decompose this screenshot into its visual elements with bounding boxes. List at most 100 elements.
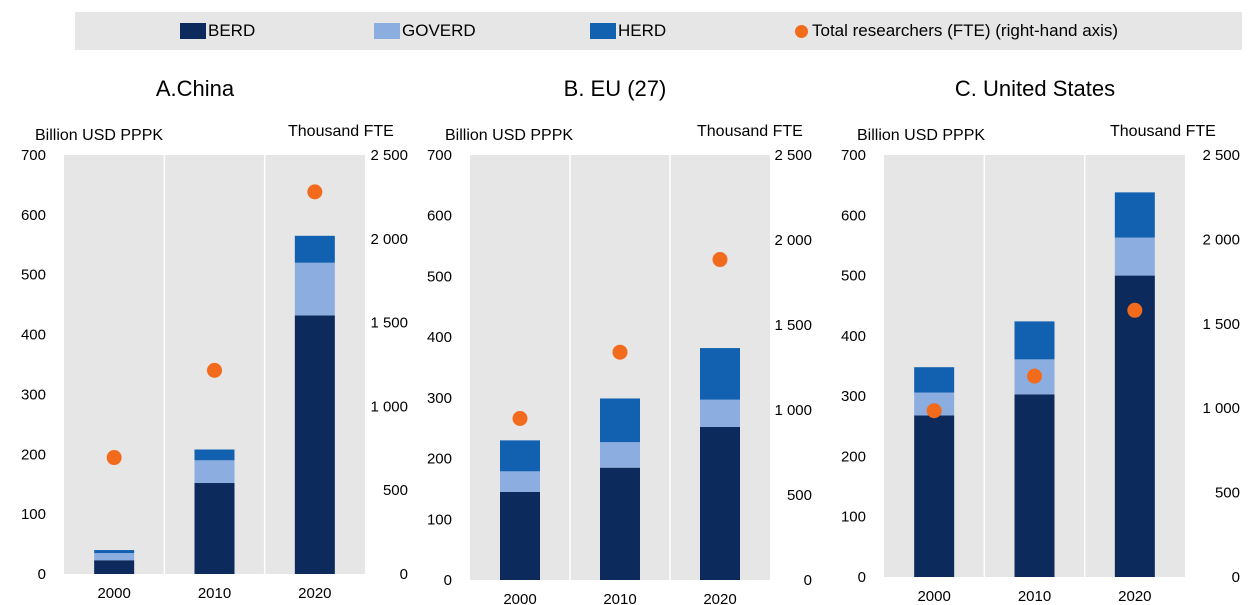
- left-tick-label: 600: [427, 208, 452, 225]
- right-tick-label: 2 000: [370, 231, 408, 248]
- bar-berd-2010: [194, 483, 235, 574]
- researchers-point-2010: [207, 362, 222, 378]
- bar-goverd-2010: [194, 460, 235, 484]
- left-tick-label: 300: [21, 386, 46, 403]
- left-tick-label: 500: [21, 267, 46, 284]
- right-tick-label: 1 000: [774, 402, 812, 419]
- bar-goverd-2000: [94, 553, 135, 561]
- x-tick-label: 2010: [603, 591, 636, 605]
- x-tick-label: 2020: [1118, 588, 1151, 605]
- legend-item-herd: HERD: [590, 12, 666, 50]
- bar-herd-2010: [194, 449, 235, 461]
- left-tick-label: 700: [427, 147, 452, 164]
- bar-berd-2020: [294, 315, 335, 574]
- right-tick-label: 2 500: [370, 147, 408, 164]
- bar-berd-2000: [500, 491, 540, 580]
- legend-label-herd: HERD: [618, 21, 667, 40]
- bar-herd-2010: [1014, 321, 1055, 360]
- right-tick-label: 2 500: [1202, 147, 1240, 164]
- x-tick-label: 2020: [703, 591, 736, 605]
- left-tick-label: 100: [21, 506, 46, 523]
- right-axis-label: Thousand FTE: [288, 123, 394, 140]
- researchers-point-2010: [612, 344, 628, 360]
- researchers-point-2020: [1127, 302, 1143, 318]
- right-tick-label: 0: [400, 566, 408, 583]
- left-tick-label: 300: [427, 390, 452, 407]
- legend-label-goverd: GOVERD: [402, 21, 476, 40]
- legend-item-goverd: GOVERD: [374, 12, 476, 50]
- left-tick-label: 700: [841, 147, 866, 164]
- panel-title: A.China: [156, 76, 235, 101]
- x-tick-label: 2010: [198, 585, 231, 602]
- researchers-point-2000: [512, 411, 528, 426]
- bar-herd-2000: [500, 440, 540, 472]
- left-tick-label: 0: [858, 569, 866, 586]
- left-axis-label: Billion USD PPPK: [445, 127, 573, 144]
- right-axis-label: Thousand FTE: [697, 123, 803, 140]
- legend-label-researchers: Total researchers (FTE) (right-hand axis…: [812, 21, 1119, 40]
- x-tick-label: 2000: [917, 588, 950, 605]
- left-tick-label: 400: [427, 329, 452, 346]
- right-tick-label: 2 000: [774, 232, 812, 249]
- left-tick-label: 300: [841, 388, 866, 405]
- bar-goverd-2020: [1114, 237, 1155, 276]
- bar-berd-2020: [700, 427, 740, 580]
- bar-berd-2010: [600, 467, 640, 580]
- left-axis-label: Billion USD PPPK: [857, 127, 985, 144]
- right-tick-label: 500: [787, 487, 812, 504]
- right-tick-label: 0: [804, 572, 812, 589]
- bar-herd-2020: [1114, 192, 1155, 238]
- left-axis-label: Billion USD PPPK: [35, 127, 163, 144]
- bar-berd-2020: [1114, 275, 1155, 577]
- bar-herd-2000: [914, 367, 955, 393]
- legend-swatch-herd: [590, 23, 616, 39]
- legend-item-berd: BERD: [180, 12, 255, 50]
- bar-berd-2010: [1014, 394, 1055, 577]
- left-tick-label: 200: [21, 446, 46, 463]
- right-tick-label: 1 500: [370, 315, 408, 332]
- x-tick-label: 2020: [298, 585, 331, 602]
- left-tick-label: 0: [444, 572, 452, 589]
- left-tick-label: 0: [38, 566, 46, 583]
- left-tick-label: 100: [841, 509, 866, 526]
- panel-title: C. United States: [955, 76, 1115, 101]
- x-tick-label: 2000: [97, 585, 130, 602]
- bar-herd-2010: [600, 398, 640, 443]
- bar-herd-2000: [94, 550, 135, 554]
- legend-marker-researchers: [795, 24, 808, 38]
- bar-berd-2000: [94, 560, 135, 574]
- right-tick-label: 1 000: [1202, 400, 1240, 417]
- legend-item-researchers: Total researchers (FTE) (right-hand axis…: [795, 12, 1118, 50]
- researchers-point-2000: [926, 403, 942, 419]
- legend-swatch-berd: [180, 23, 206, 39]
- left-tick-label: 600: [21, 207, 46, 224]
- right-tick-label: 0: [1232, 569, 1240, 586]
- left-tick-label: 700: [21, 147, 46, 164]
- left-tick-label: 500: [841, 268, 866, 285]
- chart-legend: BERD GOVERD HERD Total researchers (FTE)…: [75, 12, 1242, 50]
- left-tick-label: 200: [841, 448, 866, 465]
- legend-label-berd: BERD: [208, 21, 256, 40]
- bar-berd-2000: [914, 415, 955, 577]
- right-tick-label: 500: [383, 482, 408, 499]
- bar-herd-2020: [294, 235, 335, 263]
- bar-goverd-2020: [700, 399, 740, 427]
- left-tick-label: 200: [427, 451, 452, 468]
- researchers-point-2010: [1027, 368, 1042, 384]
- right-tick-label: 1 500: [1202, 316, 1240, 333]
- right-tick-label: 1 000: [370, 398, 408, 415]
- researchers-point-2020: [712, 252, 728, 268]
- left-tick-label: 500: [427, 268, 452, 285]
- x-tick-label: 2000: [503, 591, 536, 605]
- researchers-point-2020: [307, 184, 323, 200]
- right-axis-label: Thousand FTE: [1110, 123, 1216, 140]
- right-tick-label: 500: [1215, 485, 1240, 502]
- left-tick-label: 100: [427, 511, 452, 528]
- bar-goverd-2000: [500, 471, 540, 492]
- left-tick-label: 400: [21, 327, 46, 344]
- right-tick-label: 2 500: [774, 147, 812, 164]
- right-tick-label: 1 500: [774, 317, 812, 334]
- researchers-point-2000: [106, 450, 122, 466]
- bar-goverd-2020: [294, 262, 335, 316]
